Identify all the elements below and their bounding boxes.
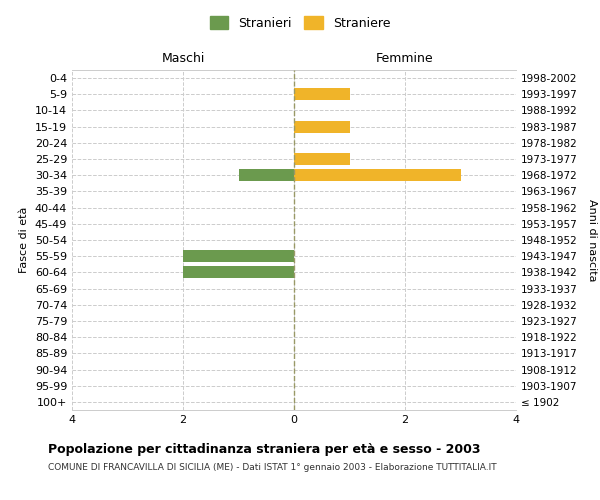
Bar (294, 120, 350, 132)
Bar (294, 169, 461, 181)
Text: Femmine: Femmine (376, 52, 434, 65)
Bar (294, 88, 350, 101)
Bar (183, 250, 294, 262)
Bar (294, 153, 350, 165)
Text: Popolazione per cittadinanza straniera per età e sesso - 2003: Popolazione per cittadinanza straniera p… (48, 442, 481, 456)
Text: COMUNE DI FRANCAVILLA DI SICILIA (ME) - Dati ISTAT 1° gennaio 2003 - Elaborazion: COMUNE DI FRANCAVILLA DI SICILIA (ME) - … (48, 462, 497, 471)
Text: Maschi: Maschi (161, 52, 205, 65)
Y-axis label: Anni di nascita: Anni di nascita (587, 198, 597, 281)
Y-axis label: Fasce di età: Fasce di età (19, 207, 29, 273)
Bar (183, 266, 294, 278)
Legend: Stranieri, Straniere: Stranieri, Straniere (205, 11, 395, 35)
Bar (239, 169, 294, 181)
